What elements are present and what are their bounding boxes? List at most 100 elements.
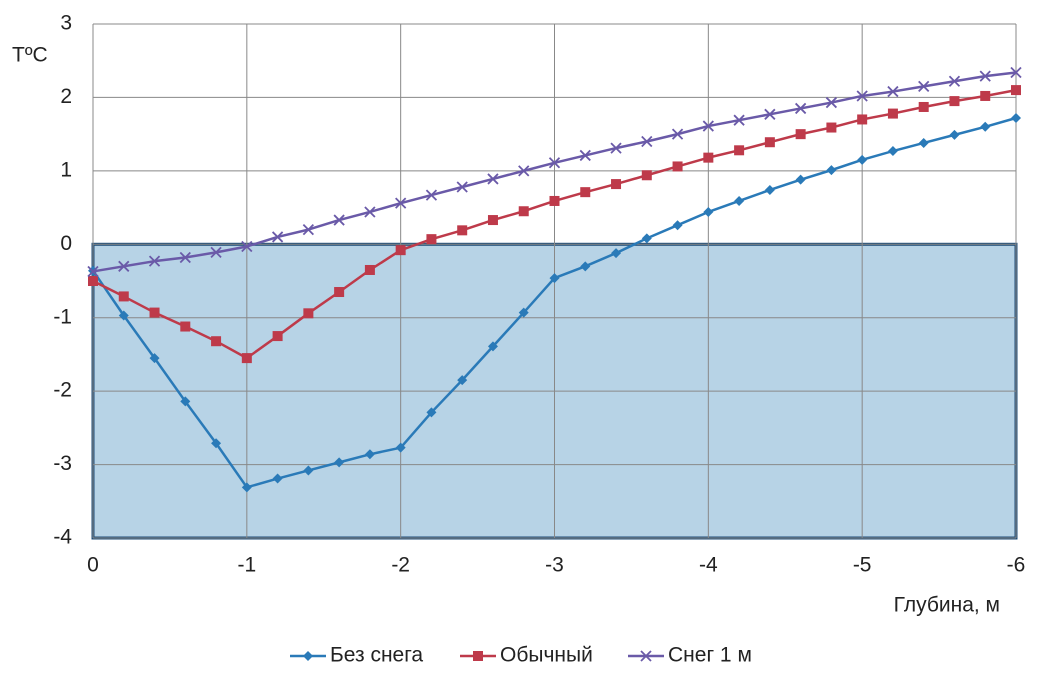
data-point [334, 457, 345, 468]
data-point [702, 120, 714, 132]
y-tick-label: -2 [53, 379, 72, 402]
data-point [518, 165, 530, 177]
data-point [703, 152, 714, 163]
data-point [118, 310, 129, 321]
data-point [457, 225, 468, 236]
x-tick-label: 0 [87, 554, 99, 577]
legend-marker [640, 650, 652, 662]
y-tick-label: 1 [60, 158, 72, 181]
data-point [456, 181, 468, 193]
data-point [241, 482, 252, 493]
data-point [826, 165, 837, 176]
data-point [641, 135, 653, 148]
x-tick-label: -2 [391, 554, 410, 577]
data-point [1010, 66, 1022, 79]
data-point [641, 233, 652, 244]
y-tick-label: -3 [53, 452, 72, 475]
data-point [149, 353, 160, 364]
y-tick-label: 2 [60, 85, 72, 108]
data-point [918, 101, 929, 112]
data-point [364, 206, 376, 218]
data-point [795, 129, 806, 140]
data-point [948, 75, 961, 87]
data-point [918, 137, 929, 148]
data-point [979, 70, 991, 82]
data-point [457, 375, 468, 386]
data-point [548, 157, 561, 169]
data-point [271, 231, 284, 243]
data-point [580, 261, 591, 272]
data-point [1011, 112, 1021, 123]
x-tick-label: -5 [853, 554, 872, 577]
data-point [426, 407, 437, 418]
data-point [87, 265, 99, 278]
data-point [118, 291, 129, 302]
data-point [487, 173, 499, 185]
data-point [949, 96, 960, 107]
data-point [825, 96, 838, 109]
data-point [611, 248, 622, 259]
data-point [611, 179, 622, 190]
data-point [210, 246, 222, 258]
legend-label: Обычный [500, 644, 593, 667]
data-point [118, 260, 130, 272]
data-point [211, 336, 222, 347]
data-point [302, 223, 315, 236]
data-point [610, 142, 622, 154]
legend-label: Без снега [330, 644, 423, 667]
data-point [549, 273, 560, 284]
data-point [703, 206, 714, 217]
data-point [764, 108, 776, 120]
legend-marker [473, 651, 483, 661]
data-point [272, 473, 283, 484]
data-point [303, 308, 314, 319]
data-point [333, 214, 345, 226]
data-point [549, 195, 560, 206]
x-tick-label: -3 [545, 554, 564, 577]
data-point [179, 251, 191, 264]
data-point [211, 438, 222, 449]
data-point [887, 85, 899, 98]
data-point [487, 341, 498, 352]
data-point [764, 184, 775, 195]
data-point [949, 129, 960, 140]
data-point [672, 161, 683, 172]
data-point [733, 114, 745, 126]
data-point [241, 353, 252, 364]
data-point [88, 276, 98, 286]
data-point [334, 287, 345, 298]
data-point [641, 170, 652, 181]
y-tick-label: -4 [53, 526, 72, 549]
x-tick-label: -4 [699, 554, 718, 577]
data-point [671, 128, 684, 140]
data-point [887, 108, 898, 119]
data-point [425, 189, 438, 201]
data-point [980, 90, 991, 101]
legend-label: Снег 1 м [668, 644, 752, 667]
data-point [1011, 85, 1021, 96]
data-point [794, 102, 807, 115]
data-point [364, 449, 375, 460]
data-point [518, 307, 529, 318]
data-point [303, 465, 314, 476]
data-point [395, 245, 406, 256]
data-point [426, 234, 437, 245]
data-point [395, 197, 407, 209]
data-point [857, 114, 868, 125]
data-point [734, 145, 745, 156]
data-point [395, 442, 406, 453]
data-point [272, 331, 283, 342]
x-tick-label: -6 [1007, 554, 1026, 577]
data-point [764, 137, 775, 148]
x-tick-label: -1 [237, 554, 256, 577]
x-axis-title: Глубина, м [894, 594, 1000, 617]
data-point [734, 195, 745, 206]
data-point [180, 396, 191, 407]
data-point [580, 187, 591, 198]
data-point [918, 80, 930, 93]
y-axis-title: TºC [12, 44, 48, 67]
data-point [857, 154, 868, 165]
legend-marker [303, 651, 313, 661]
